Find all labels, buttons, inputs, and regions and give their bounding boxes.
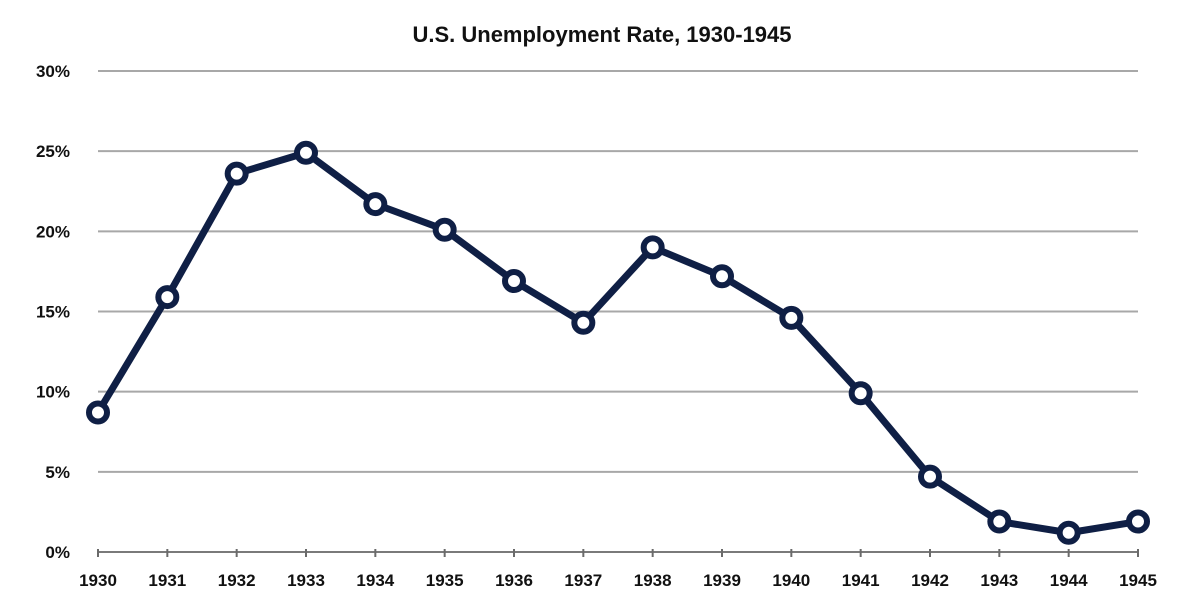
x-tick-label: 1939	[703, 571, 741, 590]
y-tick-label: 0%	[45, 543, 70, 562]
x-tick-label: 1937	[564, 571, 602, 590]
x-tick-labels: 1930 1931 1932 1933 1934 1935 1936 1937 1938 1939…	[79, 571, 1157, 590]
data-point-1938	[640, 235, 665, 260]
data-point-1945	[1126, 509, 1150, 534]
y-tick-label: 10%	[36, 383, 70, 402]
x-tick-label: 1940	[772, 571, 810, 590]
x-tick-label: 1941	[842, 571, 880, 590]
data-point-1932	[224, 161, 249, 186]
data-points	[86, 140, 1150, 545]
gridlines	[98, 70, 1138, 473]
y-tick-label: 5%	[45, 463, 70, 482]
data-point-1936	[502, 269, 526, 294]
data-point-1940	[779, 305, 804, 330]
x-tick-label: 1934	[356, 571, 394, 590]
x-tick-label: 1933	[287, 571, 325, 590]
data-point-1942	[918, 464, 942, 489]
data-point-1931	[155, 285, 180, 310]
data-point-1944	[1056, 520, 1081, 545]
data-point-1930	[86, 400, 110, 425]
x-tick-label: 1931	[148, 571, 186, 590]
x-tick-label: 1942	[911, 571, 949, 590]
y-tick-label: 30%	[36, 62, 70, 81]
data-point-1943	[987, 509, 1012, 534]
data-point-1941	[848, 381, 873, 406]
x-tick-label: 1935	[426, 571, 464, 590]
data-point-1933	[294, 140, 318, 165]
axes	[97, 549, 1139, 557]
series-line	[94, 149, 1142, 537]
y-tick-label: 25%	[36, 142, 70, 161]
y-tick-labels: 0% 5% 10% 15% 20% 25% 30%	[36, 62, 70, 562]
y-tick-label: 15%	[36, 303, 70, 322]
x-tick-label: 1943	[980, 571, 1018, 590]
x-tick-label: 1945	[1119, 571, 1157, 590]
x-tick-label: 1930	[79, 571, 117, 590]
x-tick-label: 1932	[218, 571, 256, 590]
chart-title: U.S. Unemployment Rate, 1930-1945	[412, 22, 791, 47]
data-point-1934	[363, 192, 388, 217]
series-lines	[94, 149, 1142, 537]
x-tick-label: 1936	[495, 571, 533, 590]
x-tick-label: 1944	[1050, 571, 1088, 590]
data-point-1939	[710, 264, 734, 289]
data-point-1935	[432, 217, 457, 242]
y-tick-label: 20%	[36, 222, 70, 241]
data-point-1937	[571, 310, 596, 335]
x-tick-label: 1938	[634, 571, 672, 590]
